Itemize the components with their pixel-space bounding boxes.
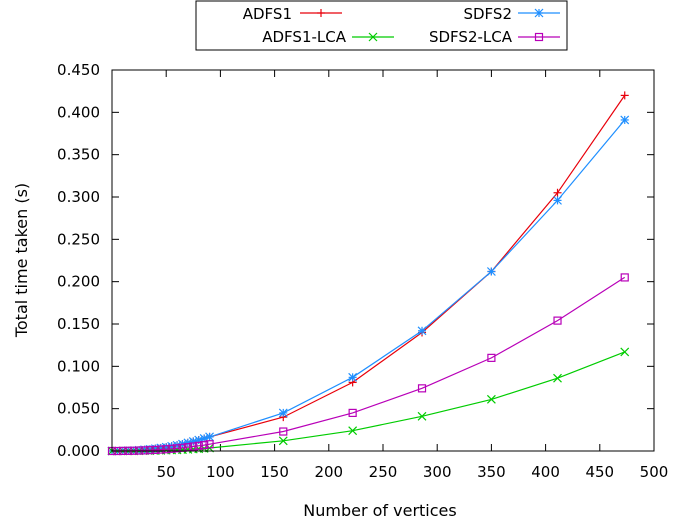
data-point-sdfs2-lca (553, 316, 562, 325)
data-point-sdfs2-lca (279, 427, 288, 436)
plot-frame (111, 69, 655, 452)
x-tick-label: 400 (531, 463, 560, 481)
data-point-sdfs2 (278, 408, 288, 418)
legend-marker (534, 8, 544, 18)
data-point-adfs1 (553, 188, 562, 197)
series-sdfs2 (107, 115, 630, 456)
data-point-adfs1-lca (486, 394, 496, 404)
x-tick-label: 100 (206, 463, 235, 481)
data-point-adfs1-lca (348, 426, 358, 436)
data-point-sdfs2-lca (417, 384, 427, 393)
legend-label: ADFS1-LCA (262, 28, 346, 46)
y-tick-label: 0.000 (57, 442, 100, 460)
data-point-sdfs2 (486, 267, 496, 276)
data-point-sdfs2-lca (189, 442, 198, 451)
x-tick-label: 500 (640, 463, 669, 481)
x-tick-label: 50 (157, 463, 176, 481)
data-point-sdfs2 (205, 432, 214, 442)
data-point-sdfs2-lca (172, 444, 182, 453)
data-point-sdfs2-lca (145, 446, 155, 455)
data-point-adfs1-lca (553, 373, 562, 383)
data-point-sdfs2-lca (487, 353, 496, 362)
data-point-sdfs2-lca (151, 445, 160, 454)
y-axis-label: Total time taken (s) (12, 183, 31, 338)
y-tick-label: 0.400 (57, 103, 100, 121)
data-point-sdfs2-lca (200, 440, 209, 450)
legend-marker (368, 32, 378, 42)
data-point-adfs1-lca (417, 411, 427, 421)
y-axis-ticks: 0.000 0.050 0.100 0.150 0.200 0.250 0.300 0.350… (57, 61, 654, 460)
data-point-sdfs2 (620, 115, 630, 125)
x-tick-label: 200 (314, 463, 343, 481)
y-tick-label: 0.100 (57, 357, 100, 375)
legend-marker (317, 9, 325, 17)
y-tick-label: 0.200 (57, 273, 100, 291)
x-tick-label: 450 (585, 463, 614, 481)
data-point-sdfs2 (348, 372, 358, 382)
legend-box (195, 0, 568, 51)
data-point-adfs1 (620, 91, 629, 100)
data-point-adfs1-lca (278, 436, 288, 446)
legend-label: ADFS1 (243, 5, 292, 23)
data-point-sdfs2-lca (205, 440, 214, 449)
y-tick-label: 0.450 (57, 61, 100, 79)
legend-label: SDFS2 (463, 5, 512, 23)
legend-entry-adfs1: ADFS1 (243, 5, 342, 23)
x-axis-ticks: 50 100 150 200 250 300 350 400 450 500 (157, 70, 669, 481)
data-point-sdfs2-lca (156, 445, 165, 454)
legend-label: SDFS2-LCA (429, 28, 513, 46)
legend-entry-sdfs2: SDFS2 (463, 5, 560, 23)
legend: ADFS1 SDFS2 ADFS1-LCA SDFS2-LCA (195, 0, 568, 51)
data-point-sdfs2-lca (620, 273, 629, 282)
x-tick-label: 300 (423, 463, 452, 481)
series-layer (107, 91, 630, 456)
y-tick-label: 0.300 (57, 188, 100, 206)
legend-entry-adfs1-lca: ADFS1-LCA (262, 28, 394, 46)
data-point-sdfs2-lca (162, 445, 171, 454)
data-point-sdfs2-lca (194, 441, 203, 450)
data-point-sdfs2 (183, 438, 193, 448)
series-adfs1-lca (107, 347, 630, 456)
y-tick-label: 0.050 (57, 400, 100, 418)
x-axis-label: Number of vertices (303, 501, 456, 520)
legend-entry-sdfs2-lca: SDFS2-LCA (429, 28, 560, 46)
data-point-sdfs2 (417, 326, 427, 336)
data-point-sdfs2-lca (140, 446, 149, 455)
series-line-adfs1 (112, 95, 626, 452)
y-tick-label: 0.350 (57, 146, 100, 164)
series-line-sdfs2-lca (112, 276, 626, 452)
x-tick-label: 350 (477, 463, 506, 481)
data-point-sdfs2-lca (348, 408, 357, 417)
series-line-sdfs2 (112, 119, 626, 452)
y-tick-label: 0.250 (57, 230, 100, 248)
legend-marker (534, 32, 544, 42)
y-tick-label: 0.150 (57, 315, 100, 333)
data-point-sdfs2 (553, 195, 562, 205)
x-tick-label: 250 (369, 463, 398, 481)
data-point-adfs1-lca (620, 347, 630, 357)
x-tick-label: 150 (260, 463, 289, 481)
series-adfs1 (108, 91, 629, 455)
data-point-sdfs2-lca (167, 444, 176, 453)
